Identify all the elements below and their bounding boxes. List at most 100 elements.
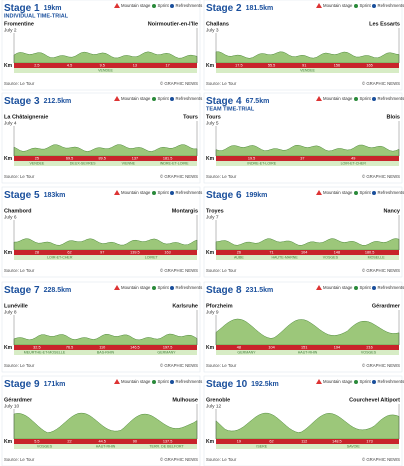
km-mark: 37 [300,157,304,161]
panel-bg [1,186,201,278]
km-mark: 44.5 [99,440,106,444]
mountain-icon [114,285,120,290]
region-label: VIENNE [122,162,136,166]
km-mark: 151 [301,346,307,350]
stage-number: Stage 7 [4,285,40,296]
region-label: INDRE-ET-LOIRE [247,162,276,166]
legend-refreshments: Refreshments [378,285,404,290]
legend-sprint: Sprint [158,3,170,8]
km-mark: 2.5 [34,64,39,68]
source: Source: Le Tour [206,268,237,273]
credit: © GRAPHIC NEWS [160,268,198,273]
km-mark: 104 [301,251,307,255]
legend-sprint: Sprint [158,96,170,101]
legend-sprint: Sprint [158,379,170,384]
km-band [14,250,197,255]
km-label: Km [206,439,215,445]
start-town: La Châtaigneraie [4,114,48,120]
km-band [216,345,399,350]
km-band [216,439,399,444]
region-label: ISERE [256,445,267,449]
km-mark: 216 [366,346,372,350]
region-label: AUBE [234,256,244,260]
refresh-icon [170,286,174,290]
panel-bg [203,0,403,91]
km-label: Km [4,156,13,162]
region-label: VOSGES [37,445,53,449]
legend-refreshments: Refreshments [176,379,203,384]
refresh-icon [170,97,174,101]
legend-refreshments: Refreshments [378,379,404,384]
legend-mountain: Mountain stage [323,3,353,8]
region-label: VOSGES [361,351,377,355]
km-label: Km [206,156,215,162]
panel-bg [203,186,403,278]
elevation-profile [13,412,198,440]
elevation-profile [215,238,400,251]
finish-town: Tours [183,114,198,120]
sprint-icon [354,4,358,8]
source: Source: Le Tour [4,268,35,273]
km-mark: 90 [133,440,137,444]
stage-number: Stage 9 [4,379,40,390]
start-town: Lunéville [4,303,28,309]
mountain-icon [114,96,120,101]
source: Source: Le Tour [4,174,35,179]
credit: © GRAPHIC NEWS [160,457,198,462]
legend-refreshments: Refreshments [176,190,203,195]
km-mark: 9.5 [100,64,105,68]
stage-title: Stage 9 171km [4,379,65,390]
km-mark: 197.5 [163,346,173,350]
stage-panel: Stage 2 181.5km Mountain stage Sprint Refres… [203,0,404,91]
km-band [216,156,399,161]
legend-refreshments: Refreshments [176,96,203,101]
sprint-icon [354,191,358,195]
panel-bg [1,281,201,373]
stage-number: Stage 10 [206,379,248,390]
finish-town: Mulhouse [172,397,198,403]
km-mark: 137.5 [163,440,173,444]
km-mark: 146.5 [130,346,140,350]
region-band [14,161,197,166]
elevation-profile [13,144,198,157]
km-mark: 194 [334,346,340,350]
region-label: GERMANY [237,351,256,355]
km-label: Km [206,63,215,69]
credit: © GRAPHIC NEWS [362,81,400,86]
sprint-icon [152,191,156,195]
legend-refreshments: Refreshments [176,3,203,8]
km-mark: 4.5 [67,64,72,68]
region-label: VENDEE [29,162,44,166]
legend-mountain: Mountain stage [121,285,151,290]
region-band [216,444,399,449]
km-mark: 13 [133,64,137,68]
stage-number: Stage 8 [206,285,242,296]
region-band [14,68,197,73]
region-label: VOSGES [323,256,339,260]
km-mark: 49 [351,157,355,161]
region-band [216,350,399,355]
stage-date: July 10 [4,403,20,409]
km-mark: 91 [302,64,306,68]
stage-panel: Stage 9 171km Mountain stage Sprint Refreshm… [1,375,203,466]
stage-distance: 199km [246,192,268,199]
panel-bg [1,0,201,91]
km-label: Km [4,345,13,351]
finish-town: Montargis [172,208,198,214]
stage-panel: Stage 6 199km Mountain stage Sprint Refreshm… [203,186,404,278]
legend-sprint: Sprint [360,96,372,101]
elevation-profile [13,333,198,346]
km-mark: 69.5 [66,157,73,161]
km-mark: 139.5 [130,251,140,255]
panel-bg [1,92,201,184]
stage-panel: Stage 7 228.5km Mountain stage Sprint Refres… [1,281,202,373]
km-mark: 104 [268,346,274,350]
region-label: VENDEE [300,69,315,73]
legend-mountain: Mountain stage [323,190,353,195]
refresh-icon [170,191,174,195]
stage-distance: 192.5km [251,381,279,388]
km-band [14,156,197,161]
km-mark: 17 [165,64,169,68]
refresh-icon [372,4,376,8]
region-label: GERMANY [157,351,176,355]
